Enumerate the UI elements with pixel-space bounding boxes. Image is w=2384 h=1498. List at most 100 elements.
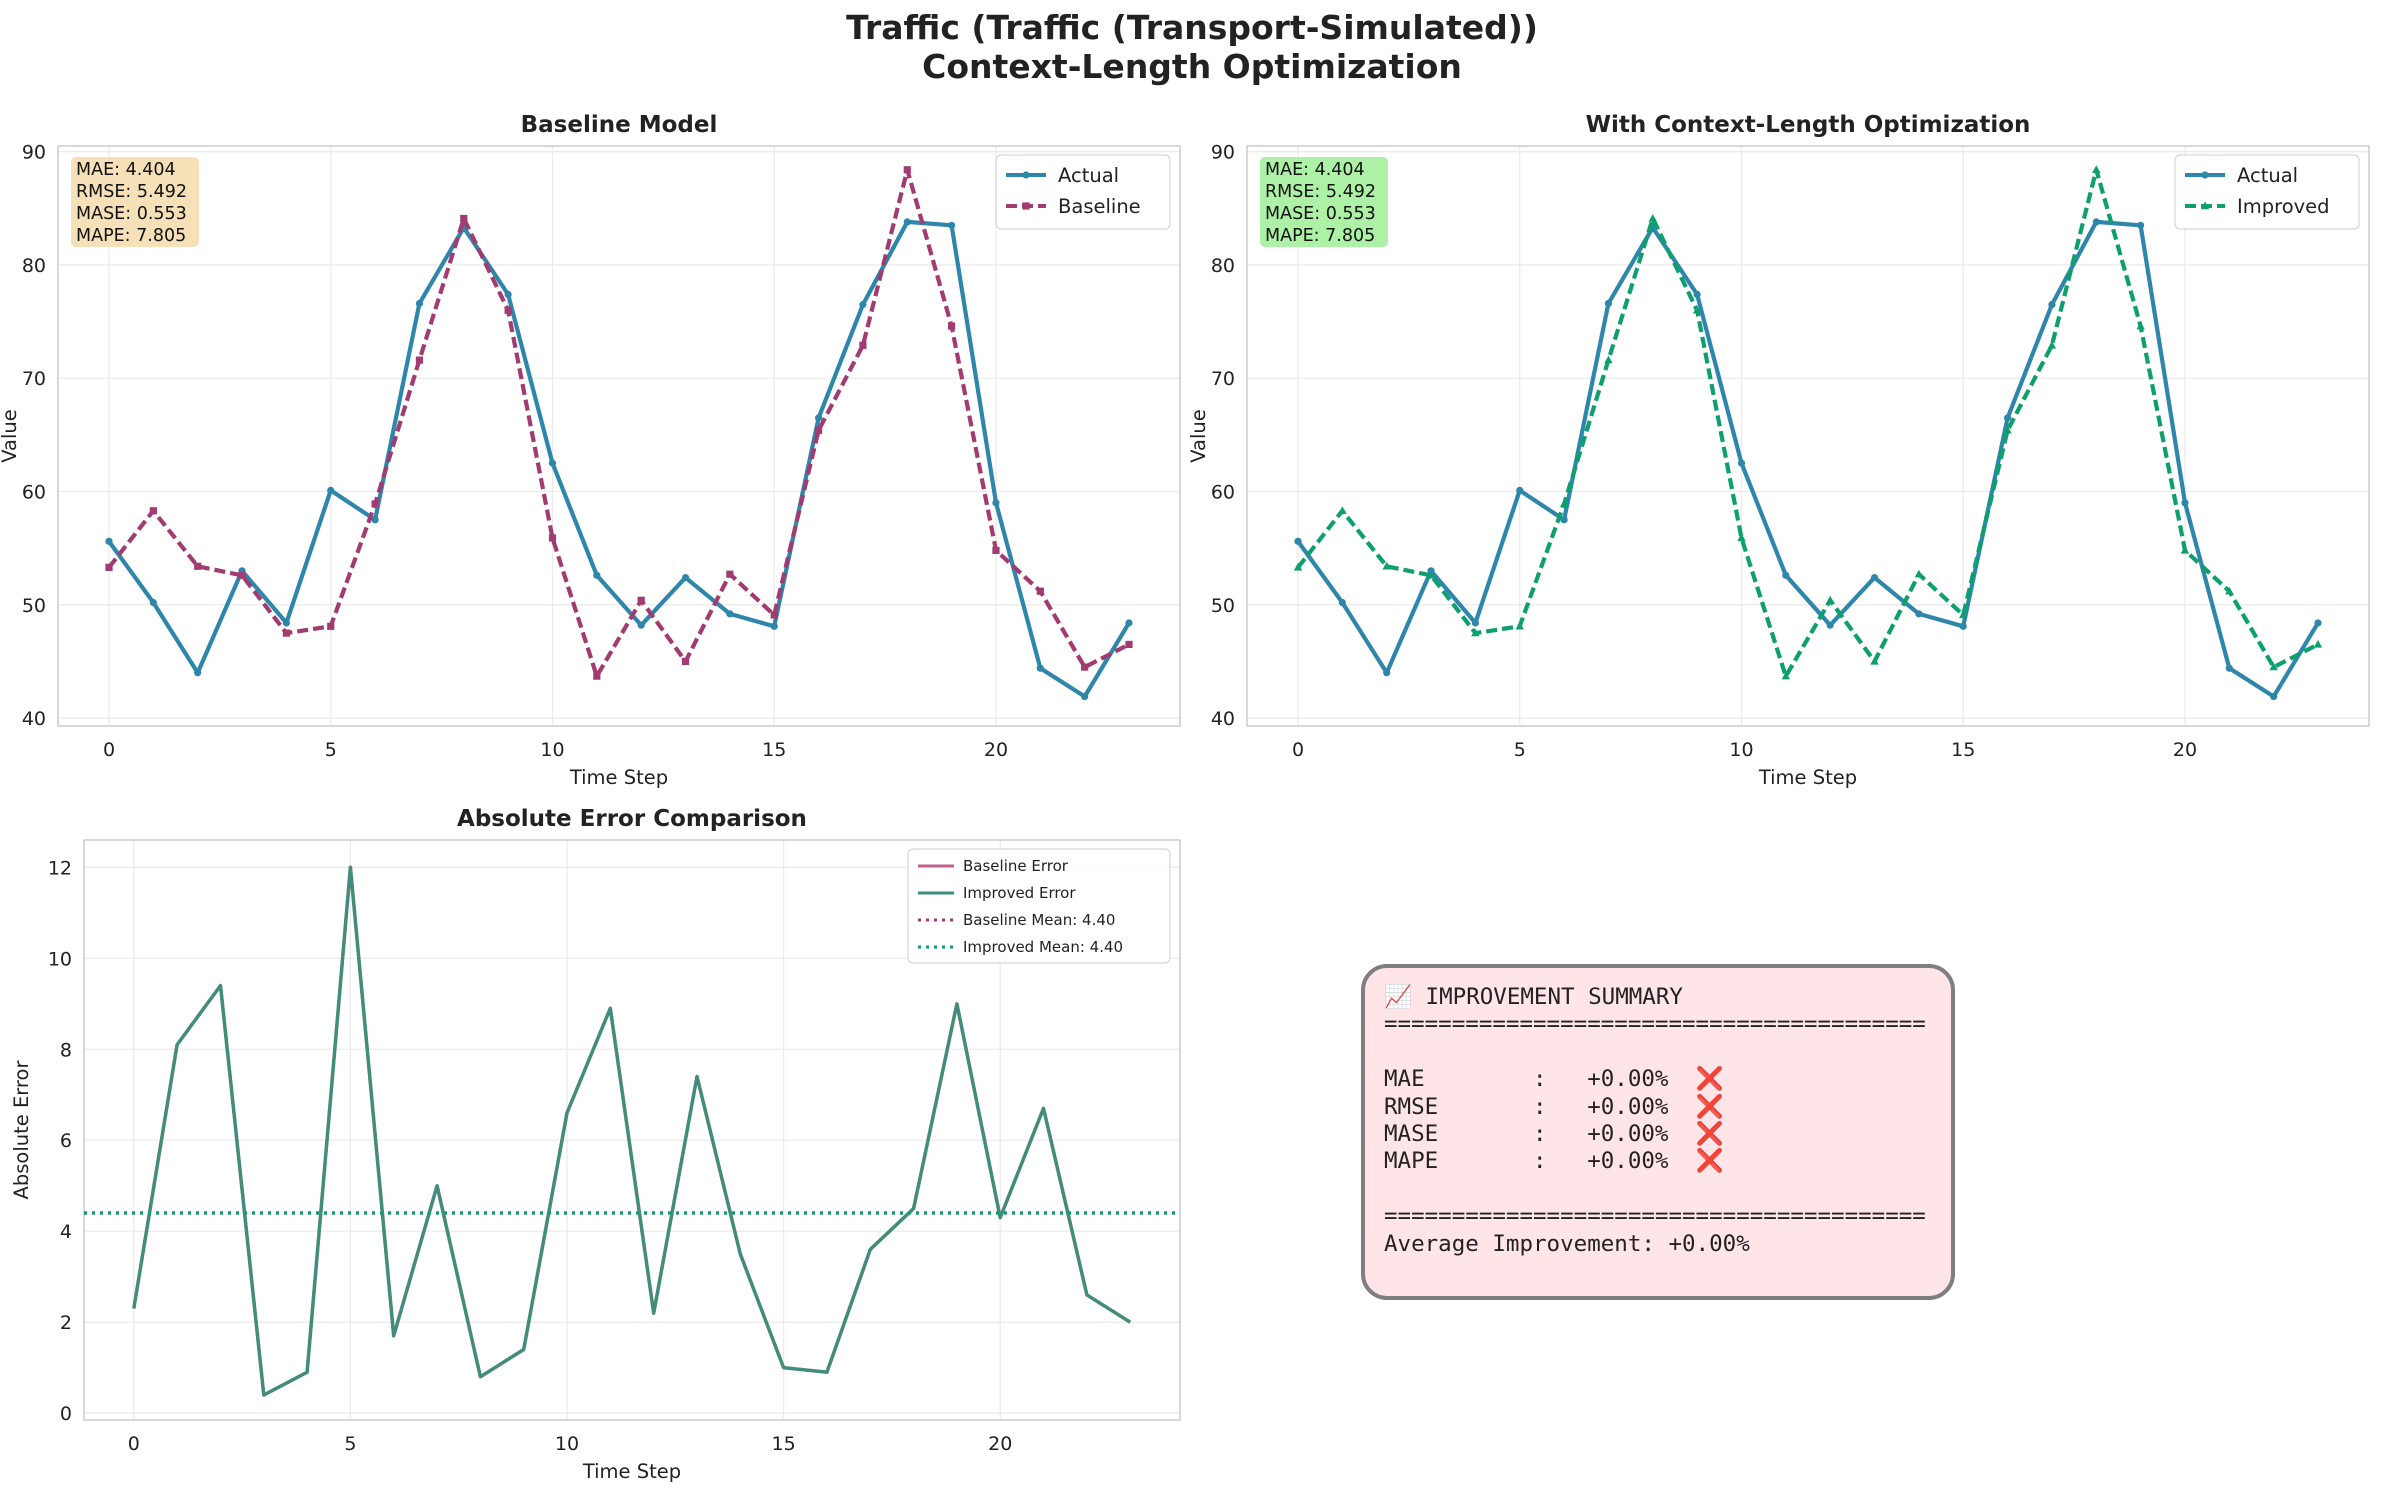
x-tick-label: 10 — [1729, 739, 1753, 761]
chart-panel-improved: 0 5 10 15 20 40 50 60 70 80 90 With Context-Length … — [1187, 112, 2370, 789]
data-point — [992, 499, 1000, 507]
data-point — [1914, 569, 1924, 578]
data-point — [1826, 621, 1834, 629]
data-point — [1036, 664, 1044, 672]
x-tick-label: 5 — [325, 739, 337, 761]
legend-marker — [1022, 202, 1030, 210]
legend-label: Actual — [1058, 164, 1119, 187]
data-point — [859, 341, 867, 349]
legend-marker — [2200, 201, 2210, 210]
x-tick-label: 15 — [762, 739, 786, 761]
y-tick-label: 6 — [60, 1130, 72, 1152]
data-point — [327, 622, 335, 630]
data-point — [2092, 218, 2100, 226]
metrics-box-line: RMSE: 5.492 — [76, 182, 187, 202]
y-tick-label: 10 — [48, 948, 72, 970]
data-point — [1782, 571, 1790, 579]
data-point — [1515, 621, 1524, 630]
metrics-box-line: MAE: 4.404 — [1265, 160, 1365, 180]
data-point — [903, 166, 911, 174]
legend-label: Baseline — [1058, 195, 1141, 218]
x-axis-label: Time Step — [569, 766, 668, 789]
data-point — [504, 290, 512, 298]
data-point — [371, 500, 379, 508]
data-point — [194, 562, 202, 570]
data-point — [992, 546, 1000, 555]
data-point — [238, 571, 246, 579]
data-point — [1338, 506, 1347, 514]
data-point — [149, 598, 157, 607]
y-tick-label: 40 — [22, 708, 46, 730]
data-point — [903, 218, 911, 226]
data-point — [1426, 570, 1436, 579]
improvement-summary-text: 📈 IMPROVEMENT SUMMARY ==================… — [1384, 984, 1926, 1258]
data-point — [1648, 214, 1657, 222]
data-point — [2225, 586, 2234, 595]
data-point — [637, 621, 645, 629]
metrics-box-line: MAPE: 7.805 — [1265, 226, 1375, 246]
summary-row-rmse: RMSE : +0.00% ❌ — [1384, 1093, 1724, 1120]
metrics-box — [71, 157, 199, 247]
data-point — [2047, 340, 2057, 349]
data-point — [1604, 299, 1613, 308]
summary-row-mase: MASE : +0.00% ❌ — [1384, 1121, 1724, 1148]
x-tick-label: 10 — [555, 1433, 579, 1455]
y-tick-label: 80 — [22, 255, 46, 277]
figure-title-line2: Context-Length Optimization — [922, 47, 1462, 86]
x-tick-label: 20 — [988, 1433, 1012, 1455]
y-tick-label: 50 — [1211, 595, 1235, 617]
plot-frame — [83, 839, 1181, 1421]
data-point — [1959, 622, 1967, 630]
data-point — [2270, 692, 2278, 701]
summary-row-mape: MAPE : +0.00% ❌ — [1384, 1148, 1724, 1175]
summary-header: 📈 IMPROVEMENT SUMMARY — [1384, 984, 1683, 1010]
y-tick-label: 70 — [1211, 368, 1235, 390]
data-point — [681, 657, 690, 666]
y-tick-label: 80 — [1211, 255, 1235, 277]
data-point — [105, 563, 113, 572]
data-point — [948, 322, 956, 330]
data-point — [1125, 619, 1133, 627]
y-tick-label: 0 — [60, 1403, 72, 1425]
data-point — [1560, 516, 1568, 524]
data-point — [1125, 640, 1133, 649]
data-point — [2092, 165, 2101, 173]
data-point — [726, 610, 734, 618]
y-tick-label: 90 — [1211, 142, 1235, 164]
data-point — [2181, 499, 2189, 507]
metrics-box — [1260, 157, 1388, 247]
x-tick-label: 15 — [1951, 739, 1975, 761]
data-point — [1471, 619, 1479, 627]
y-tick-label: 90 — [22, 142, 46, 164]
y-tick-label: 2 — [60, 1312, 72, 1334]
data-point — [282, 629, 290, 637]
y-axis-label: Absolute Error — [10, 1060, 33, 1200]
data-point — [770, 622, 778, 630]
legend-label: Improved Error — [963, 884, 1076, 902]
summary-row-mae: MAE : +0.00% ❌ — [1384, 1066, 1724, 1093]
y-tick-label: 40 — [1211, 708, 1235, 730]
data-point — [415, 356, 424, 364]
legend-label: Improved Mean: 4.40 — [963, 938, 1123, 956]
series-line — [1296, 219, 2320, 699]
data-point — [681, 574, 690, 582]
data-point — [1737, 459, 1746, 467]
metrics-box-line: MAE: 4.404 — [76, 160, 176, 180]
legend-marker — [1022, 171, 1030, 179]
data-point — [814, 414, 823, 422]
x-tick-label: 0 — [103, 739, 115, 761]
data-point — [1604, 355, 1613, 364]
data-point — [2003, 425, 2012, 434]
data-point — [2225, 664, 2233, 672]
data-point — [1081, 692, 1089, 701]
data-point — [1382, 561, 1391, 570]
improvement-summary-box — [1361, 964, 1955, 1300]
y-axis-label: Value — [1187, 409, 1210, 463]
data-point — [1516, 486, 1524, 494]
y-tick-label: 50 — [22, 595, 46, 617]
series-line — [132, 865, 1132, 1397]
data-point — [105, 537, 113, 545]
legend-label: Baseline Error — [963, 857, 1069, 875]
data-point — [415, 299, 424, 308]
x-tick-label: 20 — [2173, 739, 2197, 761]
